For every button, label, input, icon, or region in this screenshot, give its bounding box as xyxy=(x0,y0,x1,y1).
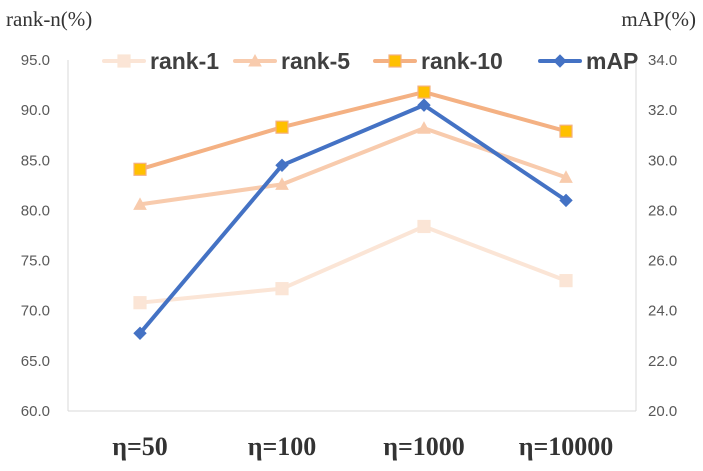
y-left-title: rank-n(%) xyxy=(6,7,92,31)
data-point-rank-1 xyxy=(417,219,431,234)
data-point-rank-1 xyxy=(559,274,573,288)
legend: rank-1 rank-5 rank-10 mAP xyxy=(102,48,638,74)
legend-item-rank-5: rank-5 xyxy=(233,48,350,74)
y-left-tick-label: 90.0 xyxy=(21,102,50,119)
data-point-mAP xyxy=(275,158,289,173)
legend-marker xyxy=(388,54,402,68)
data-point-rank-10 xyxy=(559,124,573,138)
y-right-tick-label: 28.0 xyxy=(648,202,677,219)
data-point-rank-10 xyxy=(417,85,431,99)
x-category-labels: η=50 η=100 η=1000 η=10000 xyxy=(112,432,613,461)
legend-marker xyxy=(553,54,567,68)
y-left-tick-label: 75.0 xyxy=(21,253,50,270)
y-right-tick-label: 26.0 xyxy=(648,253,677,270)
y-right-tick-label: 30.0 xyxy=(648,152,677,169)
legend-item-rank-1: rank-1 xyxy=(102,48,219,74)
y-left-tick-label: 80.0 xyxy=(21,202,50,219)
series-line-rank-5 xyxy=(138,126,568,207)
data-point-rank-5 xyxy=(275,177,289,190)
legend-marker xyxy=(248,53,262,67)
series-line-rank-1 xyxy=(138,224,568,305)
legend-marker xyxy=(117,54,131,68)
y-right-ticks: 20.0 22.0 24.0 26.0 28.0 30.0 32.0 34.0 xyxy=(648,52,677,420)
legend-label: rank-1 xyxy=(150,48,219,74)
legend-label: mAP xyxy=(586,48,638,74)
data-point-rank-10 xyxy=(275,120,289,134)
y-left-tick-label: 60.0 xyxy=(21,403,50,420)
series-line-rank-10 xyxy=(138,90,568,172)
data-point-rank-1 xyxy=(275,282,289,296)
series-mAP xyxy=(133,98,573,340)
data-point-mAP xyxy=(133,326,147,340)
data-point-mAP xyxy=(559,193,573,208)
y-left-tick-label: 85.0 xyxy=(21,152,50,169)
y-right-tick-label: 24.0 xyxy=(648,303,677,320)
data-point-mAP xyxy=(417,98,431,112)
data-point-rank-5 xyxy=(133,197,147,210)
y-left-tick-label: 95.0 xyxy=(21,52,50,69)
data-point-rank-5 xyxy=(559,170,573,183)
y-right-tick-label: 22.0 xyxy=(648,353,677,370)
y-left-tick-label: 65.0 xyxy=(21,353,50,370)
y-left-tick-label: 70.0 xyxy=(21,303,50,320)
y-right-tick-label: 34.0 xyxy=(648,52,677,69)
y-left-ticks: 60.0 65.0 70.0 75.0 80.0 85.0 90.0 95.0 xyxy=(21,52,50,420)
y-right-tick-label: 32.0 xyxy=(648,102,677,119)
series-rank-10 xyxy=(133,85,573,176)
data-point-rank-5 xyxy=(417,121,431,134)
legend-item-rank-10: rank-10 xyxy=(373,48,503,74)
y-right-title: mAP(%) xyxy=(621,7,696,31)
legend-label: rank-10 xyxy=(421,48,503,74)
legend-label: rank-5 xyxy=(281,48,350,74)
series-line-mAP xyxy=(138,103,568,336)
series-rank-1 xyxy=(133,219,573,310)
x-category-label: η=10000 xyxy=(519,432,614,461)
legend-item-mAP: mAP xyxy=(538,48,638,74)
x-category-label: η=1000 xyxy=(383,432,465,461)
data-point-rank-1 xyxy=(133,296,147,310)
x-category-label: η=50 xyxy=(112,432,168,461)
data-point-rank-10 xyxy=(133,162,147,176)
x-category-label: η=100 xyxy=(248,432,317,461)
series-layer xyxy=(133,85,573,340)
y-right-tick-label: 20.0 xyxy=(648,403,677,420)
